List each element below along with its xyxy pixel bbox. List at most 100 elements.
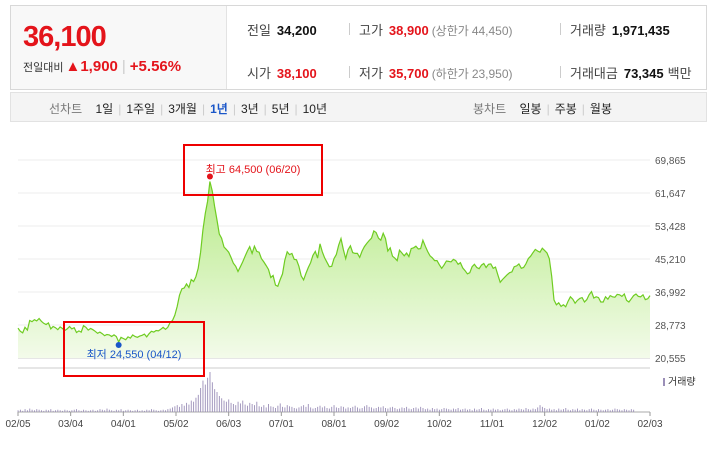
volume-bar xyxy=(99,409,101,412)
line-tab-4[interactable]: 1년 xyxy=(210,102,228,116)
volume-bar xyxy=(441,409,443,412)
volume-bar xyxy=(33,410,35,412)
candle-tab-2[interactable]: 주봉 xyxy=(554,102,577,116)
volume-bar xyxy=(474,408,475,412)
line-tab-7[interactable]: 10년 xyxy=(302,102,328,116)
volume-bar xyxy=(518,408,520,412)
volume-bar xyxy=(368,406,370,412)
volume-bar xyxy=(492,408,494,412)
volume-bar xyxy=(57,409,59,412)
volume-bar xyxy=(291,406,293,412)
volume-bar xyxy=(279,403,281,412)
candle-chart-tabs: 봉차트 일봉 | 주봉 | 월봉 xyxy=(473,100,612,117)
x-tick-label: 02/03 xyxy=(637,419,662,430)
candle-tab-1[interactable]: 일봉 xyxy=(519,102,542,116)
volume-bar xyxy=(22,410,24,412)
volume-bar xyxy=(242,400,244,412)
volume-bar xyxy=(139,410,141,412)
volume-label: 거래량 xyxy=(570,23,606,38)
volume-bar xyxy=(232,404,234,412)
volume-bar xyxy=(78,410,80,412)
volume-bar xyxy=(530,409,532,412)
y-tick-label: 36,992 xyxy=(655,288,686,299)
candle-tab-3[interactable]: 월봉 xyxy=(589,102,612,116)
volume-bar xyxy=(235,405,237,412)
min-point-marker xyxy=(115,341,122,348)
volume-bar xyxy=(303,405,305,412)
volume-bar xyxy=(249,402,251,412)
volume-bar xyxy=(326,408,328,412)
volume-bar xyxy=(83,409,85,412)
max-price-label: 최고 64,500 (06/20) xyxy=(206,163,301,176)
volume-bar xyxy=(258,406,260,412)
line-tab-2[interactable]: 1주일 xyxy=(126,102,156,116)
volume-bar xyxy=(24,409,26,412)
volume-bar xyxy=(108,409,110,412)
volume-bar xyxy=(85,410,87,412)
volume-bar xyxy=(237,401,239,412)
volume-bar xyxy=(66,410,68,412)
volume-bar xyxy=(520,409,522,412)
volume-bar xyxy=(452,408,454,412)
volume-bar xyxy=(286,405,288,412)
volume-bar xyxy=(314,408,316,412)
volume-bar xyxy=(548,408,550,412)
volume-bar xyxy=(230,402,232,412)
amount-value: 73,345 xyxy=(623,66,664,81)
volume-bar xyxy=(483,409,485,412)
tab-divider: | xyxy=(294,102,298,116)
volume-bar xyxy=(560,409,562,412)
line-tab-1[interactable]: 1일 xyxy=(95,102,114,116)
volume-bar xyxy=(371,407,372,412)
up-arrow-icon: ▲ xyxy=(65,58,81,75)
volume-bar xyxy=(478,409,480,412)
volume-bar xyxy=(499,410,501,412)
line-tab-5[interactable]: 3년 xyxy=(240,102,259,116)
volume-bar xyxy=(534,409,536,412)
volume-bar xyxy=(614,408,616,412)
tab-divider: | xyxy=(581,102,585,116)
volume-bar xyxy=(19,409,21,412)
amount-unit: 백만 xyxy=(667,66,692,81)
low-value: 35,700 xyxy=(388,66,429,81)
volume-bar xyxy=(176,405,178,412)
volume-bar xyxy=(211,382,213,412)
volume-bar xyxy=(574,409,576,412)
volume-bar xyxy=(565,408,567,412)
line-tab-3[interactable]: 3개월 xyxy=(168,102,197,116)
volume-bar xyxy=(310,407,312,412)
volume-bar xyxy=(188,404,190,412)
line-tab-6[interactable]: 5년 xyxy=(271,102,290,116)
volume-bar xyxy=(373,408,375,412)
volume-bar xyxy=(127,409,129,412)
volume-bar xyxy=(429,409,431,412)
x-tick-label: 09/02 xyxy=(374,419,399,430)
volume-bar xyxy=(183,405,185,412)
volume-bar xyxy=(41,410,42,412)
volume-bar xyxy=(71,410,73,412)
volume-bar xyxy=(172,407,173,412)
candle-chart-label: 봉차트 xyxy=(473,102,507,116)
volume-bar xyxy=(511,410,513,412)
volume-bar xyxy=(616,409,618,412)
volume-bar xyxy=(36,409,38,412)
volume-bar xyxy=(586,410,588,412)
volume-bar xyxy=(153,409,155,412)
volume-bar xyxy=(544,408,546,412)
volume-bar xyxy=(523,409,525,412)
volume-bar xyxy=(263,405,265,412)
volume-bar xyxy=(424,409,426,412)
volume-bar xyxy=(202,380,204,412)
volume-bar xyxy=(87,410,89,412)
volume-bar xyxy=(481,408,482,412)
volume-bar xyxy=(457,408,459,412)
volume-bar xyxy=(455,409,457,412)
volume-bar xyxy=(221,398,223,412)
volume-bar xyxy=(471,410,473,412)
volume-bar xyxy=(106,408,108,412)
stat-high: 고가 38,900 (상한가 44,450) xyxy=(359,20,513,39)
volume-bar xyxy=(296,408,298,412)
volume-bar xyxy=(228,399,230,412)
volume-bar xyxy=(312,408,314,412)
volume-bar xyxy=(584,409,585,412)
